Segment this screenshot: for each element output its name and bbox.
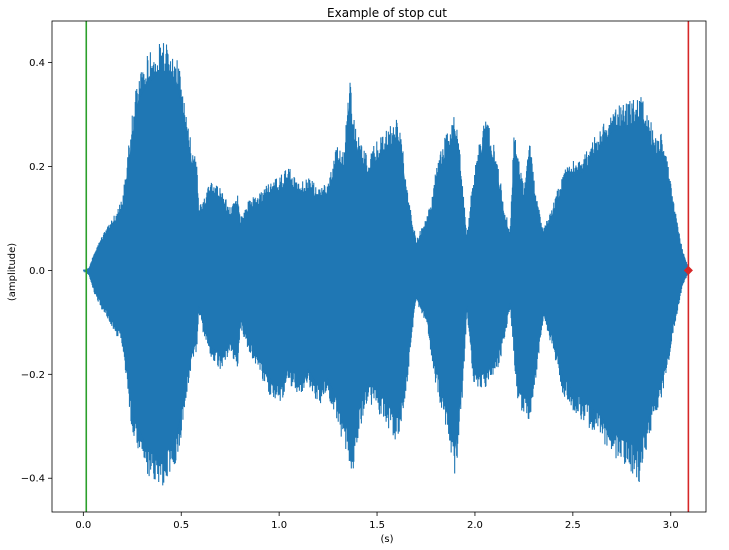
x-tick-label: 2.5 <box>565 520 581 531</box>
x-tick-label: 0.0 <box>75 520 91 531</box>
stop-marker <box>683 265 693 275</box>
x-tick-label: 0.5 <box>173 520 189 531</box>
y-tick-label: 0.2 <box>29 162 45 173</box>
y-tick-label: −0.4 <box>21 474 45 485</box>
y-tick-label: 0.0 <box>29 266 45 277</box>
x-tick-label: 1.5 <box>369 520 385 531</box>
y-tick-label: −0.2 <box>21 370 45 381</box>
waveform-body-0 <box>83 69 689 459</box>
axes-frame <box>51 20 707 513</box>
x-tick-label: 1.0 <box>271 520 287 531</box>
x-tick-label: 3.0 <box>663 520 679 531</box>
x-tick-label: 2.0 <box>467 520 483 531</box>
plot-area: 0.0 0.5 1.0 1.5 2.0 2.5 3.0 −0.4 −0.2 0.0 0.2 0.4 <box>21 20 707 531</box>
x-axis-label: (s) <box>380 534 393 545</box>
chart-title: Example of stop cut <box>327 6 447 20</box>
y-tick-label: 0.4 <box>29 58 45 69</box>
y-axis-label: (amplitude) <box>7 243 18 301</box>
